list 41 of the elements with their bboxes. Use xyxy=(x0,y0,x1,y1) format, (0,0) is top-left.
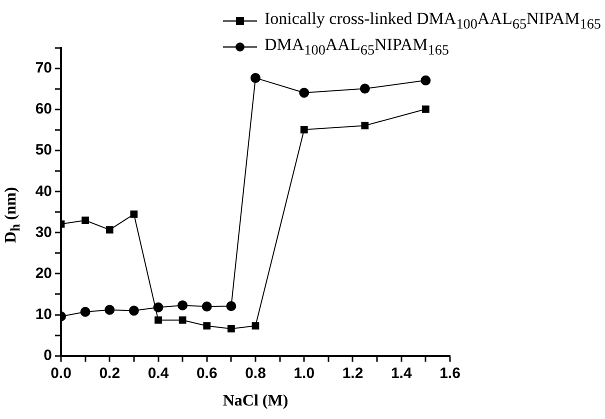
x-tick-label: 0.8 xyxy=(245,364,266,382)
x-tick-label: 0.6 xyxy=(196,364,218,382)
legend-label: Ionically cross-linked DMA$_{100}$AAL$_{65}$NIPAM$_{165}$ xyxy=(264,8,601,34)
y-tick-label: 40 xyxy=(35,182,52,200)
x-tick-label: 0.0 xyxy=(50,364,72,382)
legend-label: DMA$_{100}$AAL$_{65}$NIPAM$_{165}$ xyxy=(264,34,449,60)
point xyxy=(420,75,431,86)
point xyxy=(252,322,260,330)
point xyxy=(82,216,89,224)
point xyxy=(360,84,370,94)
point xyxy=(154,316,162,324)
x-tick-label: 0.4 xyxy=(148,364,170,382)
x-tick-label: 1.6 xyxy=(440,364,460,382)
y-tick-label: 0 xyxy=(44,346,52,364)
point xyxy=(299,88,310,98)
point xyxy=(300,126,308,134)
y-tick-label: 10 xyxy=(35,306,52,323)
point xyxy=(104,304,115,315)
y-tick-label: 70 xyxy=(35,60,52,77)
point xyxy=(80,306,90,317)
point xyxy=(250,72,260,83)
point xyxy=(128,306,139,316)
x-tick-label: 1.2 xyxy=(342,364,364,382)
point xyxy=(130,210,138,218)
point xyxy=(106,226,114,234)
point xyxy=(226,301,236,312)
x-tick-label: 1.0 xyxy=(294,364,315,382)
x-tick-label: 1.4 xyxy=(390,364,412,382)
point xyxy=(178,300,188,310)
point xyxy=(422,105,430,113)
y-tick-label: 50 xyxy=(35,142,52,159)
y-tick-label: 30 xyxy=(35,224,52,241)
point xyxy=(203,322,211,330)
point xyxy=(228,325,235,332)
x-tick-label: 0.2 xyxy=(99,364,120,382)
point xyxy=(361,122,369,130)
y-tick-label: 60 xyxy=(35,100,52,118)
point xyxy=(178,316,186,324)
point xyxy=(202,302,212,312)
x-axis-title: NaCl (M) xyxy=(222,392,288,410)
y-tick-label: 20 xyxy=(35,264,52,282)
